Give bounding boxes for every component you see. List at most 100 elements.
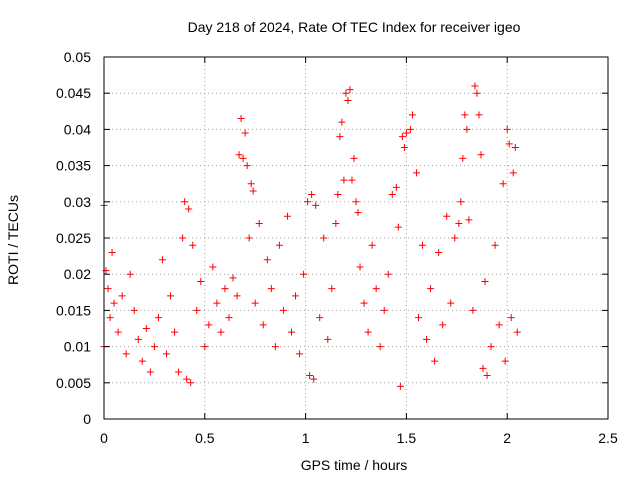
data-point	[392, 183, 400, 191]
data-point	[134, 335, 142, 343]
data-point	[364, 328, 372, 336]
data-point	[402, 129, 410, 137]
data-point	[501, 357, 509, 365]
data-point	[475, 111, 483, 119]
y-tick-label: 0.045	[56, 85, 91, 101]
data-point	[346, 86, 354, 94]
data-point	[398, 133, 406, 141]
data-point	[414, 314, 422, 322]
data-point	[239, 154, 247, 162]
data-point	[114, 328, 122, 336]
data-point	[179, 234, 187, 242]
data-point	[287, 328, 295, 336]
y-tick-label: 0.035	[56, 158, 91, 174]
data-point	[126, 270, 134, 278]
x-tick-labels: 0 0.5 1 1.5 2 2.5	[100, 430, 618, 446]
data-point	[296, 350, 304, 358]
data-point	[396, 382, 404, 390]
data-point	[457, 198, 465, 206]
data-point	[221, 285, 229, 293]
data-point	[338, 118, 346, 126]
data-point	[469, 306, 477, 314]
y-tick-label: 0.03	[64, 194, 91, 210]
y-tick-label: 0.04	[64, 121, 91, 137]
data-point	[360, 299, 368, 307]
data-point	[400, 144, 408, 151]
y-tick-label: 0.05	[64, 49, 91, 65]
data-point	[511, 144, 519, 151]
data-point	[201, 343, 209, 351]
data-point	[150, 343, 158, 351]
data-point	[340, 176, 348, 184]
data-point	[342, 89, 350, 97]
data-point	[279, 306, 287, 314]
x-tick-label: 0.5	[195, 430, 215, 446]
data-point	[324, 335, 332, 343]
data-point	[477, 151, 485, 159]
data-point	[110, 299, 118, 307]
data-point	[372, 285, 380, 293]
data-point	[427, 285, 435, 293]
data-point	[175, 368, 183, 376]
axis-ticks	[103, 56, 609, 420]
y-tick-label: 0	[83, 411, 91, 427]
y-tick-label: 0.025	[56, 230, 91, 246]
data-point	[158, 256, 166, 264]
data-point	[447, 299, 455, 307]
data-point	[271, 343, 279, 351]
y-tick-labels: 0 0.005 0.01 0.015 0.02 0.025 0.03 0.035 0.04 0.0…	[56, 49, 91, 427]
data-point	[451, 234, 459, 242]
data-point	[344, 96, 352, 104]
data-point	[243, 162, 251, 170]
data-point	[507, 314, 515, 322]
data-point	[308, 191, 316, 199]
data-point	[419, 241, 427, 249]
data-point	[267, 285, 275, 293]
data-point	[505, 140, 513, 148]
data-point	[104, 285, 112, 293]
data-point	[459, 154, 467, 162]
data-point	[275, 241, 283, 249]
data-point	[461, 111, 469, 119]
data-point	[388, 191, 396, 199]
data-point	[142, 325, 150, 332]
gridlines	[104, 57, 608, 419]
data-point	[495, 321, 503, 329]
x-tick-label: 0	[100, 430, 108, 446]
data-point	[328, 285, 336, 293]
data-point	[181, 198, 189, 206]
data-point	[108, 248, 116, 256]
data-point	[146, 368, 154, 376]
data-point	[316, 314, 324, 322]
data-point	[455, 220, 463, 228]
data-point	[332, 220, 340, 228]
data-point	[300, 270, 308, 278]
data-point	[263, 256, 271, 264]
data-point	[304, 198, 312, 206]
data-point	[465, 216, 473, 224]
data-point	[245, 234, 253, 242]
data-point	[249, 187, 257, 195]
data-point	[479, 364, 487, 372]
data-point	[423, 335, 431, 343]
y-axis-label: ROTI / TECUs	[5, 195, 21, 285]
data-point	[283, 212, 291, 220]
y-tick-label: 0.005	[56, 375, 91, 391]
data-point	[334, 191, 342, 199]
y-tick-label: 0.02	[64, 266, 91, 282]
data-point	[183, 375, 191, 383]
data-point	[320, 234, 328, 242]
data-point	[509, 169, 517, 177]
data-point	[443, 212, 451, 220]
y-tick-label: 0.01	[64, 339, 91, 355]
data-point	[354, 209, 362, 217]
data-point	[122, 350, 130, 358]
y-tick-label: 0.015	[56, 302, 91, 318]
data-point	[356, 263, 364, 271]
x-tick-label: 2	[503, 430, 511, 446]
data-point	[255, 220, 263, 228]
data-point	[193, 306, 201, 314]
data-point	[209, 263, 217, 271]
